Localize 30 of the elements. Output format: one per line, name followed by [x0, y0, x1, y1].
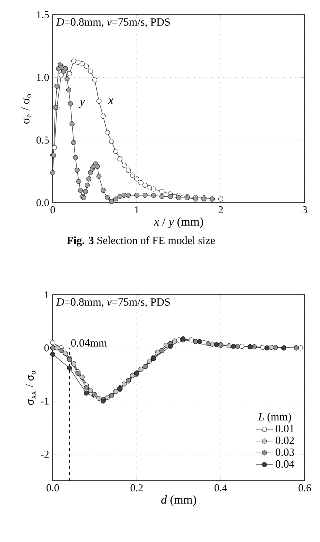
text: Fig. 3 Selection of FE model size: [67, 236, 216, 247]
legend-title: L (mm): [258, 412, 292, 423]
x-tick-label: 0.2: [130, 484, 143, 492]
x-tick-label: 2: [218, 206, 224, 214]
y-axis-title: σ$_{e}$ / σ$_{o}$: [22, 94, 32, 124]
series-label: y: [78, 100, 86, 108]
y-tick-label: 1.5: [37, 11, 50, 19]
legend-label: 0.01: [276, 425, 294, 433]
y-tick-label: 0: [44, 344, 50, 352]
legend-label: 0.03: [276, 448, 294, 456]
y-tick-label: 1: [45, 292, 49, 298]
annotation: D=0.8mm, v=75m/s, PDS: [56, 298, 170, 308]
x-axis-title: x / y (mm): [154, 217, 204, 228]
y-tick-label: -2: [41, 450, 49, 458]
annotation: D=0.8mm, v=75m/s, PDS: [56, 18, 170, 28]
x-tick-label: 0: [50, 206, 56, 214]
ref-line-label: 0.04mm: [71, 339, 108, 347]
series-label: x: [108, 98, 114, 104]
legend-label: 0.04: [276, 460, 295, 468]
y-axis-title: σ$_{xx}$ / σ$_{o}$: [26, 371, 36, 406]
y-tick-label: 0.5: [36, 136, 50, 144]
legend-label: 0.02: [276, 436, 294, 444]
x-tick-label: 0.4: [214, 484, 228, 492]
x-tick-label: 3: [302, 206, 308, 214]
x-tick-label: 0.6: [298, 484, 312, 492]
y-tick-label: 1.0: [37, 74, 50, 82]
y-tick-label: -1: [41, 398, 49, 405]
x-axis-title: d (mm): [162, 496, 196, 506]
y-tick-label: 0.0: [36, 199, 50, 207]
x-tick-label: 1: [135, 206, 139, 214]
